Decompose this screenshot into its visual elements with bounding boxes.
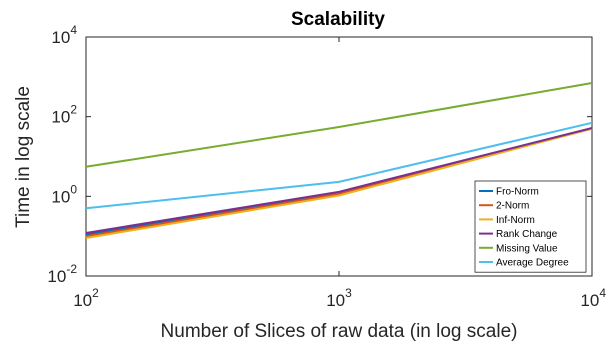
y-tick-label: 102 (51, 103, 77, 127)
legend-label: Missing Value (496, 243, 558, 254)
series-line-inf-norm (85, 127, 593, 239)
legend-label: Rank Change (496, 229, 558, 240)
legend: Fro-Norm 2-Norm Inf-Norm Rank Change Missing… (474, 180, 587, 273)
legend-label: Inf-Norm (496, 215, 535, 226)
y-axis-ticks: 10-2 100 102 104 (47, 23, 592, 286)
x-tick-label: 104 (580, 286, 606, 310)
legend-label: Fro-Norm (496, 187, 539, 198)
y-tick-label: 104 (51, 23, 77, 47)
series-line-rank-change (85, 127, 593, 234)
series-line-average-degree (85, 121, 593, 210)
series-lines (85, 82, 593, 239)
chart-title: Scalability (291, 9, 385, 30)
y-tick-label: 100 (51, 182, 77, 206)
y-tick-label: 10-2 (47, 262, 77, 286)
x-tick-label: 102 (73, 286, 99, 310)
x-axis-ticks: 102 103 104 (73, 37, 606, 310)
legend-box (474, 180, 587, 273)
legend-label: 2-Norm (496, 201, 529, 212)
legend-label: Average Degree (496, 258, 569, 269)
series-line-missing-value (85, 82, 593, 168)
x-tick-label: 103 (326, 286, 352, 310)
y-axis-label: Time in log scale (13, 86, 34, 228)
x-axis-label: Number of Slices of raw data (in log sca… (161, 321, 518, 342)
